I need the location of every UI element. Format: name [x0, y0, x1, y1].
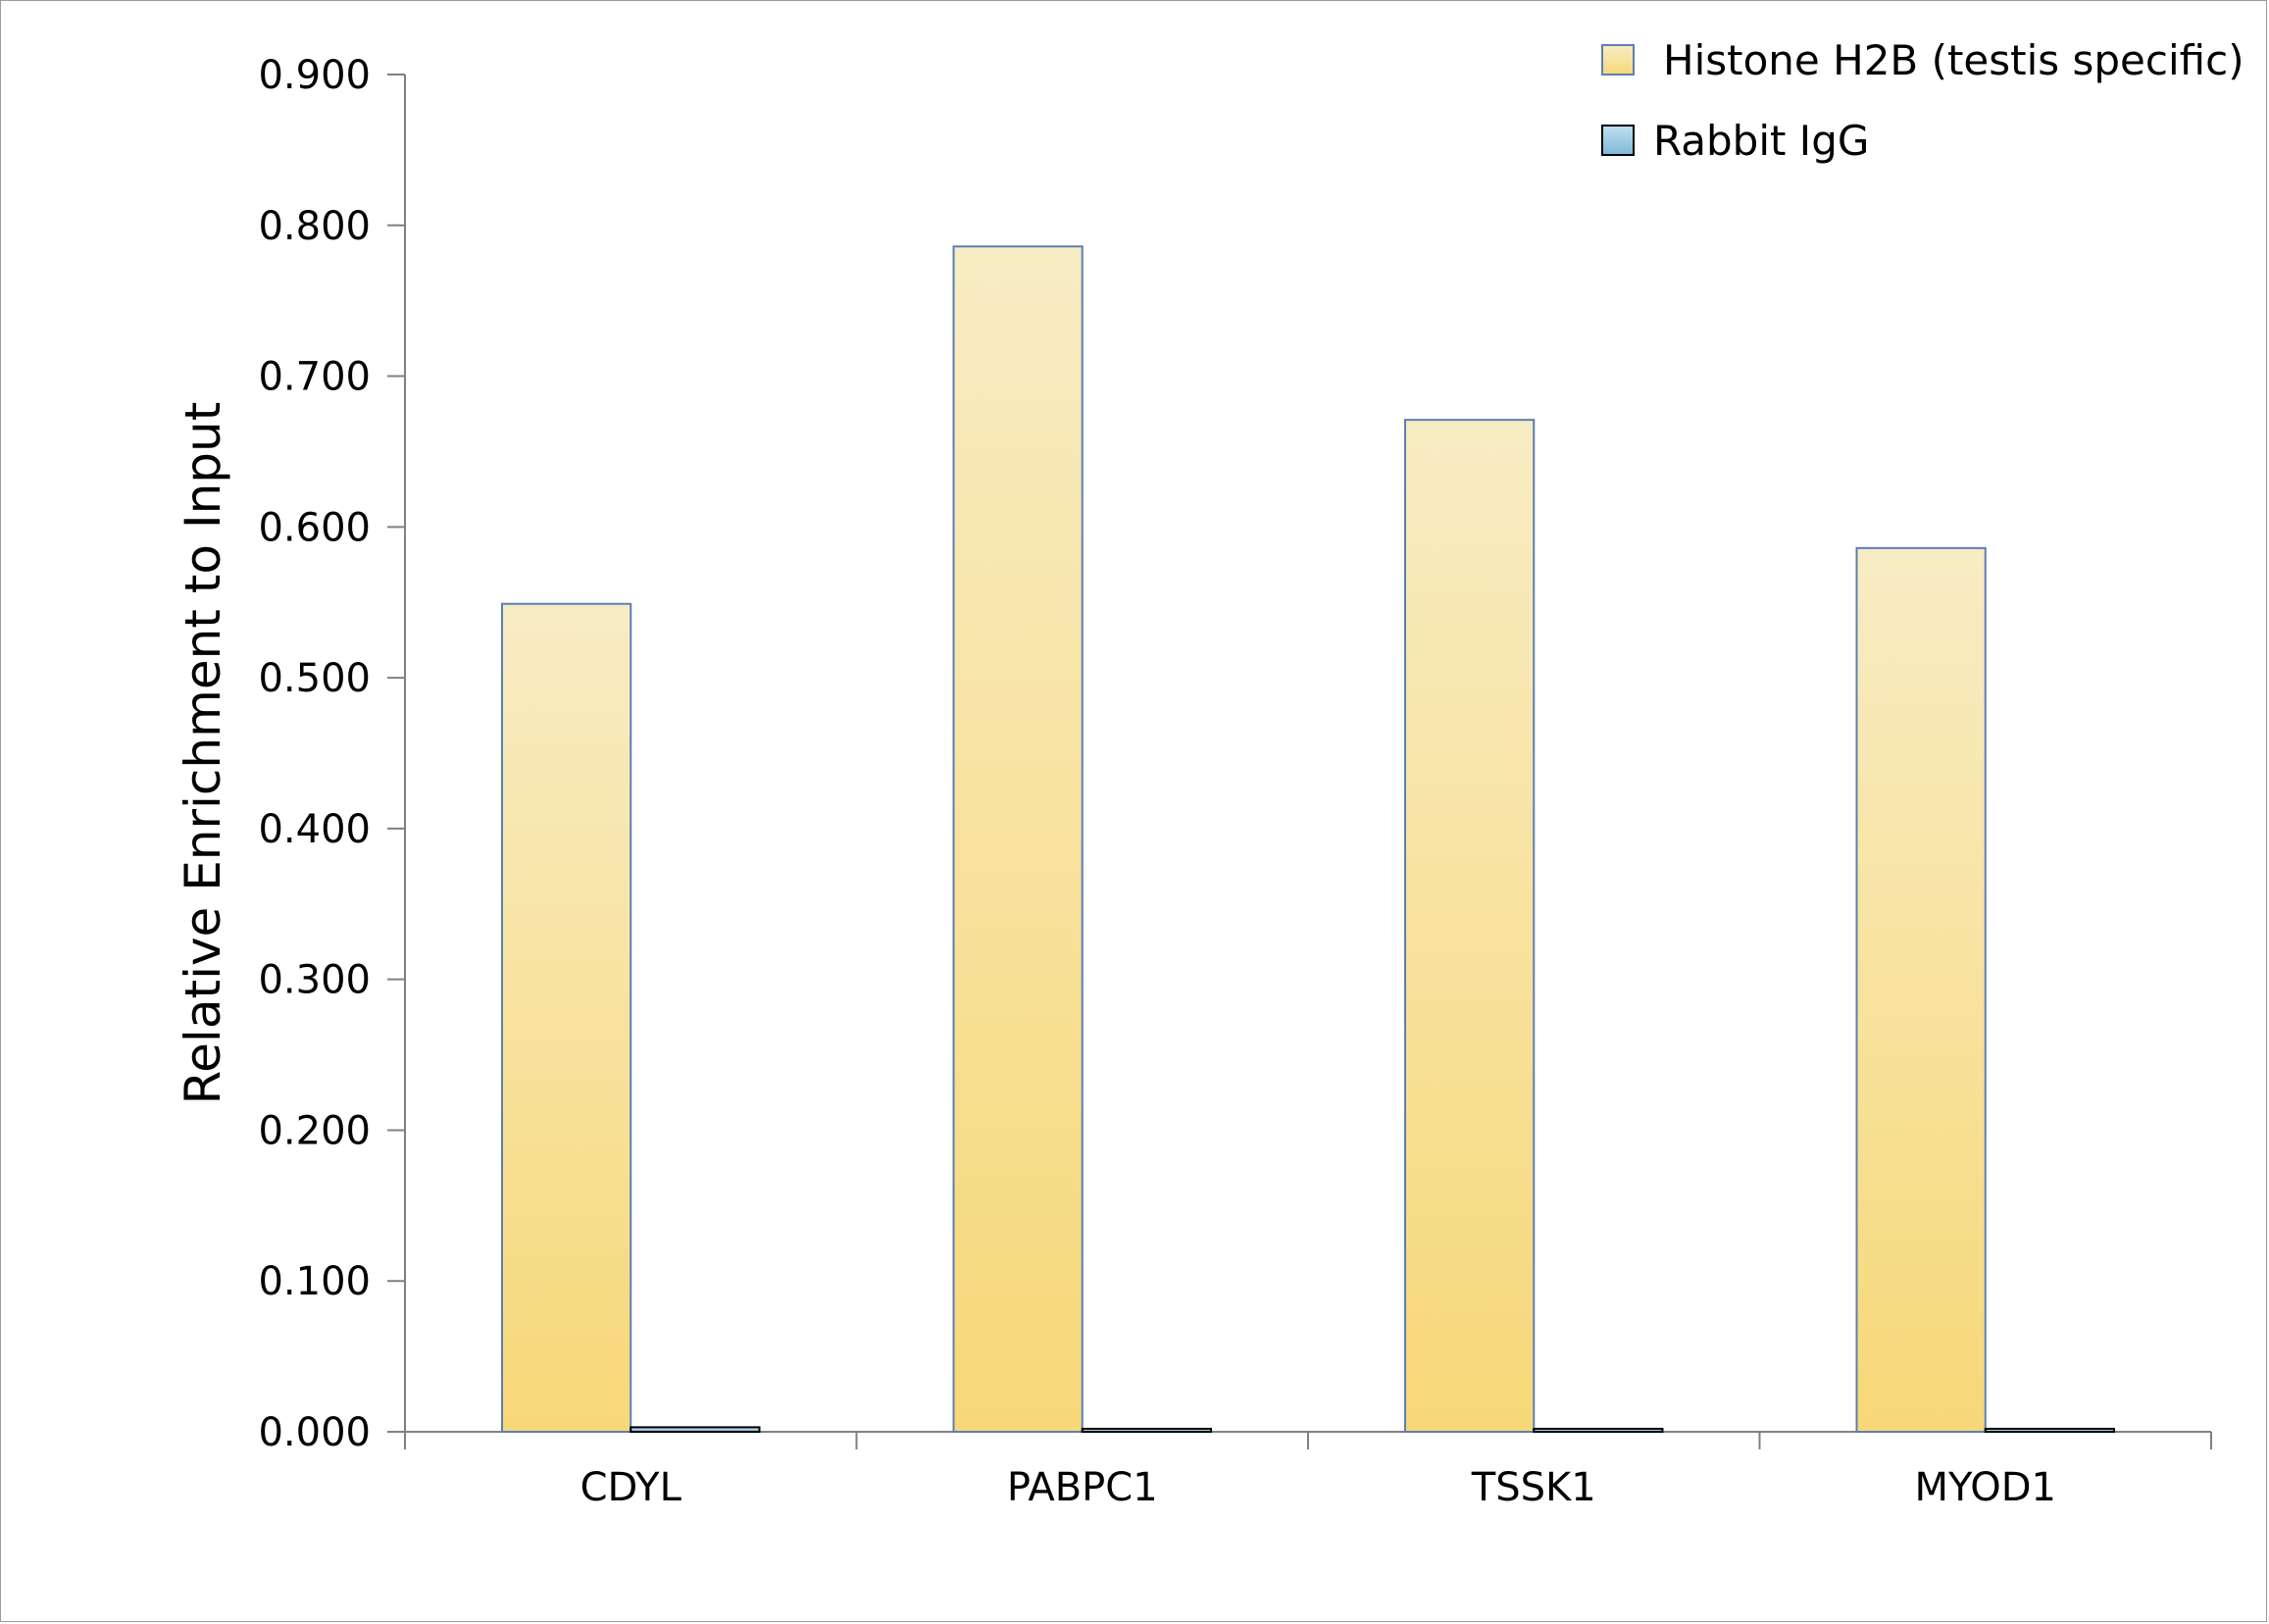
legend-swatch-histone: [1601, 44, 1635, 76]
bar-histone-h2b: [952, 245, 1084, 1434]
bar-rabbit-igg: [1533, 1427, 1664, 1433]
legend-swatch-rabbit-igg: [1601, 125, 1635, 156]
bar-rabbit-igg: [1081, 1427, 1212, 1433]
bars: [501, 245, 2115, 1434]
x-category-label: TSSK1: [1471, 1465, 1596, 1510]
y-tick-label: 0.600: [258, 505, 371, 550]
x-category-label: PABPC1: [1007, 1465, 1158, 1510]
y-axis-title: Relative Enrichment to Input: [175, 402, 231, 1105]
y-tick-label: 0.400: [258, 807, 371, 852]
y-tick-label: 0.200: [258, 1108, 371, 1153]
y-tick-label: 0.900: [258, 53, 371, 98]
x-axis: [404, 1431, 2212, 1449]
x-category-label: MYOD1: [1915, 1465, 2057, 1510]
legend-label-rabbit-igg: Rabbit IgG: [1653, 117, 1869, 165]
legend: Histone H2B (testis specific) Rabbit IgG: [1601, 36, 2244, 165]
bar-histone-h2b: [1855, 546, 1987, 1433]
bar-histone-h2b: [1404, 419, 1536, 1433]
y-tick-label: 0.500: [258, 656, 371, 701]
y-tick-label: 0.700: [258, 355, 371, 400]
y-tick-label: 0.800: [258, 204, 371, 249]
x-category-label: CDYL: [580, 1465, 682, 1510]
y-tick-label: 0.100: [258, 1259, 371, 1304]
category-labels: CDYL PABPC1 TSSK1 MYOD1: [580, 1465, 2056, 1510]
y-tick-label: 0.000: [258, 1410, 371, 1455]
bar-histone-h2b: [501, 602, 632, 1433]
y-tick-label: 0.300: [258, 958, 371, 1003]
legend-label-histone: Histone H2B (testis specific): [1663, 36, 2244, 84]
bar-rabbit-igg: [630, 1426, 761, 1434]
bar-rabbit-igg: [1984, 1427, 2115, 1433]
y-axis: 0.000 0.100 0.200 0.300 0.400 0.500 0.600 0.700…: [258, 53, 406, 1455]
